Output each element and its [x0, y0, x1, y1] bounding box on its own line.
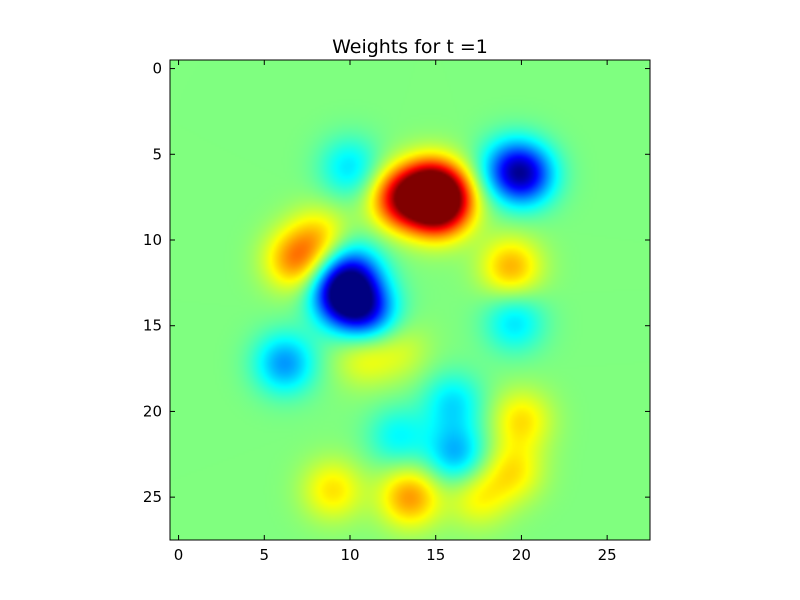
y-tick-label: 5 [152, 145, 162, 163]
x-tick-label: 15 [426, 546, 445, 564]
y-tick-label: 25 [143, 488, 162, 506]
x-tick-label: 25 [598, 546, 617, 564]
plot-frame [169, 59, 651, 541]
heatmap-image [170, 60, 650, 540]
x-tick-label: 0 [174, 546, 184, 564]
x-tick-label: 5 [260, 546, 270, 564]
y-axis: 0 5 10 15 20 25 [143, 60, 650, 506]
y-tick-label: 15 [143, 317, 162, 335]
x-tick-label: 10 [340, 546, 359, 564]
y-tick-label: 20 [143, 402, 162, 420]
y-tick-label: 10 [143, 231, 162, 249]
x-axis: 0 5 10 15 20 25 [174, 60, 617, 564]
x-tick-label: 20 [512, 546, 531, 564]
chart-title: Weights for t =1 [332, 36, 488, 58]
y-tick-label: 0 [152, 60, 162, 78]
